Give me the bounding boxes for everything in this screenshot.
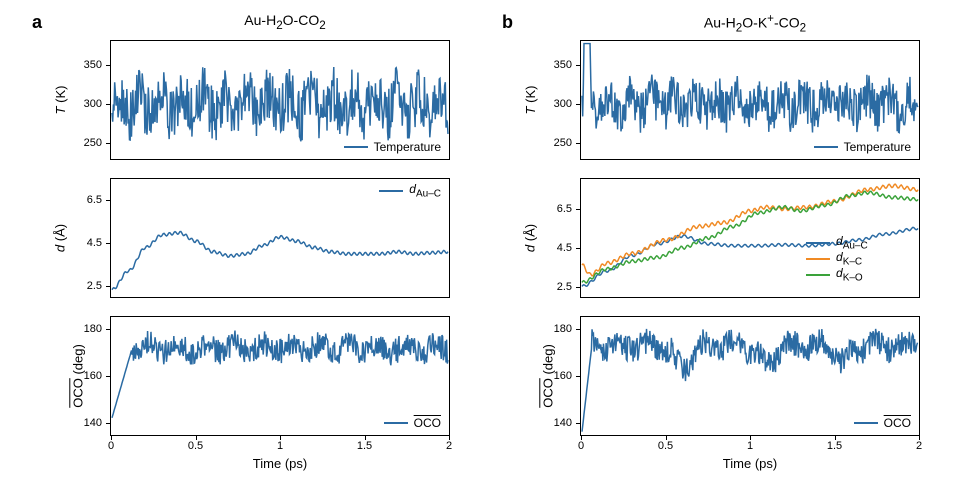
legend-b-oco: OCO bbox=[854, 415, 911, 431]
legend-a-d: dAu–C bbox=[379, 183, 441, 199]
panel-b-distance: d (Å) 2.54.56.5 dAu–CdK–CdK–O bbox=[540, 178, 920, 308]
yticks-a-oco: 140160180 bbox=[70, 316, 106, 436]
panel-b-title: Au-H2O-K+-CO2 bbox=[540, 12, 970, 34]
legend-b-T: Temperature bbox=[814, 139, 911, 155]
yticks-b-T: 250300350 bbox=[540, 40, 576, 160]
ylabel-a-d: d (Å) bbox=[53, 224, 68, 252]
xlabel-a: Time (ps) bbox=[110, 456, 450, 471]
yticks-a-T: 250300350 bbox=[70, 40, 106, 160]
plot-b-T: Temperature bbox=[580, 40, 920, 160]
series-b-d bbox=[581, 179, 919, 297]
ylabel-a-T: T (K) bbox=[53, 86, 68, 115]
legend-a-oco: OCO bbox=[384, 415, 441, 431]
panel-b-temperature: T (K) 250300350 Temperature bbox=[540, 40, 920, 170]
panel-a-title: Au-H2O-CO2 bbox=[70, 12, 500, 32]
ylabel-b-T: T (K) bbox=[523, 86, 538, 115]
panel-label-b: b bbox=[502, 12, 513, 33]
yticks-b-d: 2.54.56.5 bbox=[540, 178, 576, 298]
yticks-a-d: 2.54.56.5 bbox=[70, 178, 106, 298]
panel-a-distance: d (Å) 2.54.56.5 dAu–C bbox=[70, 178, 450, 308]
legend-a-T: Temperature bbox=[344, 139, 441, 155]
panel-a-angle: OCO (deg) 140160180 OCO 00.511.52 Time (… bbox=[70, 316, 450, 446]
panel-a-temperature: T (K) 250300350 Temperature bbox=[70, 40, 450, 170]
xticks-b: 00.511.52 bbox=[580, 436, 920, 456]
plot-b-oco: OCO bbox=[580, 316, 920, 436]
plot-b-d: dAu–CdK–CdK–O bbox=[580, 178, 920, 298]
panel-b-angle: OCO (deg) 140160180 OCO 00.511.52 Time (… bbox=[540, 316, 920, 446]
plot-a-d: dAu–C bbox=[110, 178, 450, 298]
yticks-b-oco: 140160180 bbox=[540, 316, 576, 436]
legend-b-d: dAu–CdK–CdK–O bbox=[806, 235, 868, 283]
xticks-a: 00.511.52 bbox=[110, 436, 450, 456]
plot-a-oco: OCO bbox=[110, 316, 450, 436]
figure: a Au-H2O-CO2 T (K) 250300350 Temperature… bbox=[0, 0, 973, 502]
ylabel-b-d: d (Å) bbox=[523, 224, 538, 252]
plot-a-T: Temperature bbox=[110, 40, 450, 160]
xlabel-b: Time (ps) bbox=[580, 456, 920, 471]
panel-label-a: a bbox=[32, 12, 42, 33]
